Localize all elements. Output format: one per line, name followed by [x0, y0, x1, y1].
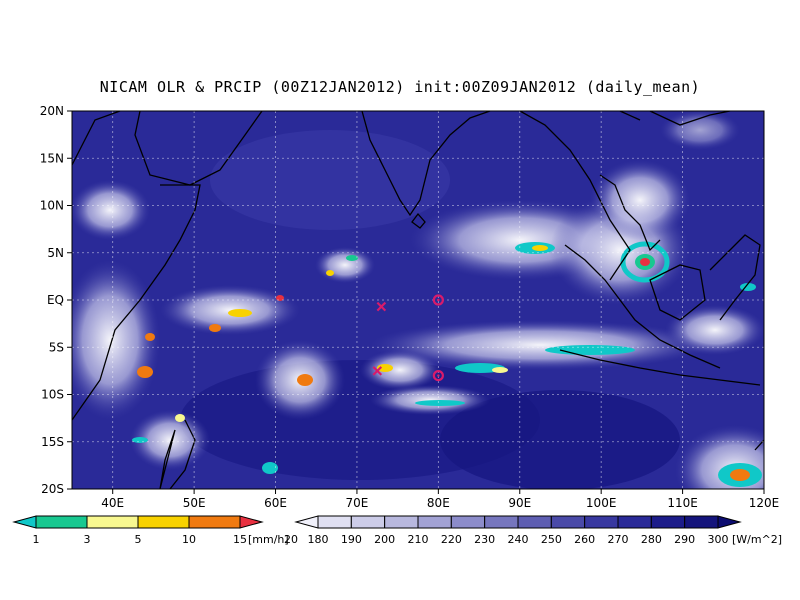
colorbar-label: 180	[308, 533, 329, 546]
colorbar-label: 280	[641, 533, 662, 546]
colorbar-segment	[35, 515, 88, 529]
graticule	[72, 111, 764, 489]
colorbar-segment	[584, 515, 619, 529]
colorbar-segment	[684, 515, 719, 529]
colorbar-label: 1	[33, 533, 40, 546]
precip-patches	[132, 241, 762, 487]
colorbar-label: 3	[84, 533, 91, 546]
map-axes: 20N 15N 10N 5N EQ 5S 10S 15S 20S 40E 50E 60E 70E 80E 9…	[40, 104, 780, 510]
colorbar-label: 230	[474, 533, 495, 546]
precip-colorbar: 1 3 5 10 15 20[mm/h]	[12, 515, 298, 546]
lon-label: 110E	[667, 496, 698, 510]
colorbar-segment	[650, 515, 686, 529]
lat-label: EQ	[47, 293, 64, 307]
colorbar-max-arrow	[239, 515, 264, 529]
colorbar-label: 200	[374, 533, 395, 546]
station-o-marker	[432, 370, 444, 382]
colorbar-segment	[188, 515, 241, 529]
station-o-marker	[432, 294, 444, 306]
colorbar-label: 300	[708, 533, 729, 546]
coastlines	[72, 111, 764, 489]
lat-label: 15N	[40, 151, 64, 165]
colorbar-segment	[517, 515, 552, 529]
colorbar-label: 5	[135, 533, 142, 546]
storm-x-marker	[376, 301, 387, 312]
map-title: NICAM OLR & PRCIP (00Z12JAN2012) init:00…	[99, 78, 701, 96]
colorbar-segment	[86, 515, 139, 529]
colorbar-label: 290	[674, 533, 695, 546]
storm-x-marker	[372, 366, 383, 376]
colorbar-unit: [mm/h]	[248, 533, 289, 546]
colorbar-label: 10	[182, 533, 196, 546]
lon-label: 50E	[183, 496, 206, 510]
lat-label: 5S	[49, 340, 64, 354]
colorbar-unit: [W/m^2]	[732, 533, 782, 546]
lon-label: 120E	[749, 496, 780, 510]
colorbar-label: 270	[608, 533, 629, 546]
colorbar-segment	[617, 515, 652, 529]
colorbar-segment	[350, 515, 386, 529]
lon-label: 40E	[101, 496, 124, 510]
lat-label: 20S	[41, 482, 64, 496]
colorbar-max-arrow	[717, 515, 742, 529]
olr-colorbar: 180 190 200 210 220 230 240 250 260 270 280 290 300[…	[294, 515, 782, 546]
colorbar-segment	[417, 515, 452, 529]
colorbar-label: 260	[574, 533, 595, 546]
colorbar-label: 20	[284, 533, 298, 546]
lat-label: 20N	[40, 104, 64, 118]
colorbar-segment	[384, 515, 419, 529]
colorbar-label: 240	[508, 533, 529, 546]
colorbar-label: 210	[408, 533, 429, 546]
lon-label: 100E	[586, 496, 617, 510]
colorbar-label: 15	[233, 533, 247, 546]
colorbar-min-arrow	[12, 515, 37, 529]
lon-label: 60E	[264, 496, 287, 510]
lat-label: 5N	[47, 246, 64, 260]
colorbar-min-arrow	[294, 515, 319, 529]
lon-label: 70E	[346, 496, 369, 510]
lon-label: 80E	[427, 496, 450, 510]
colorbar-segment	[137, 515, 190, 529]
colorbar-segment	[550, 515, 586, 529]
colorbar-label: 190	[341, 533, 362, 546]
colorbar-segment	[317, 515, 352, 529]
lat-label: 15S	[41, 435, 64, 449]
markers-layer	[372, 294, 444, 382]
lat-label: 10N	[40, 199, 64, 213]
colorbar-segment	[450, 515, 486, 529]
colorbar-label: 220	[441, 533, 462, 546]
colorbar-segment	[484, 515, 519, 529]
colorbar-label: 250	[541, 533, 562, 546]
lon-label: 90E	[508, 496, 531, 510]
lat-label: 10S	[41, 388, 64, 402]
